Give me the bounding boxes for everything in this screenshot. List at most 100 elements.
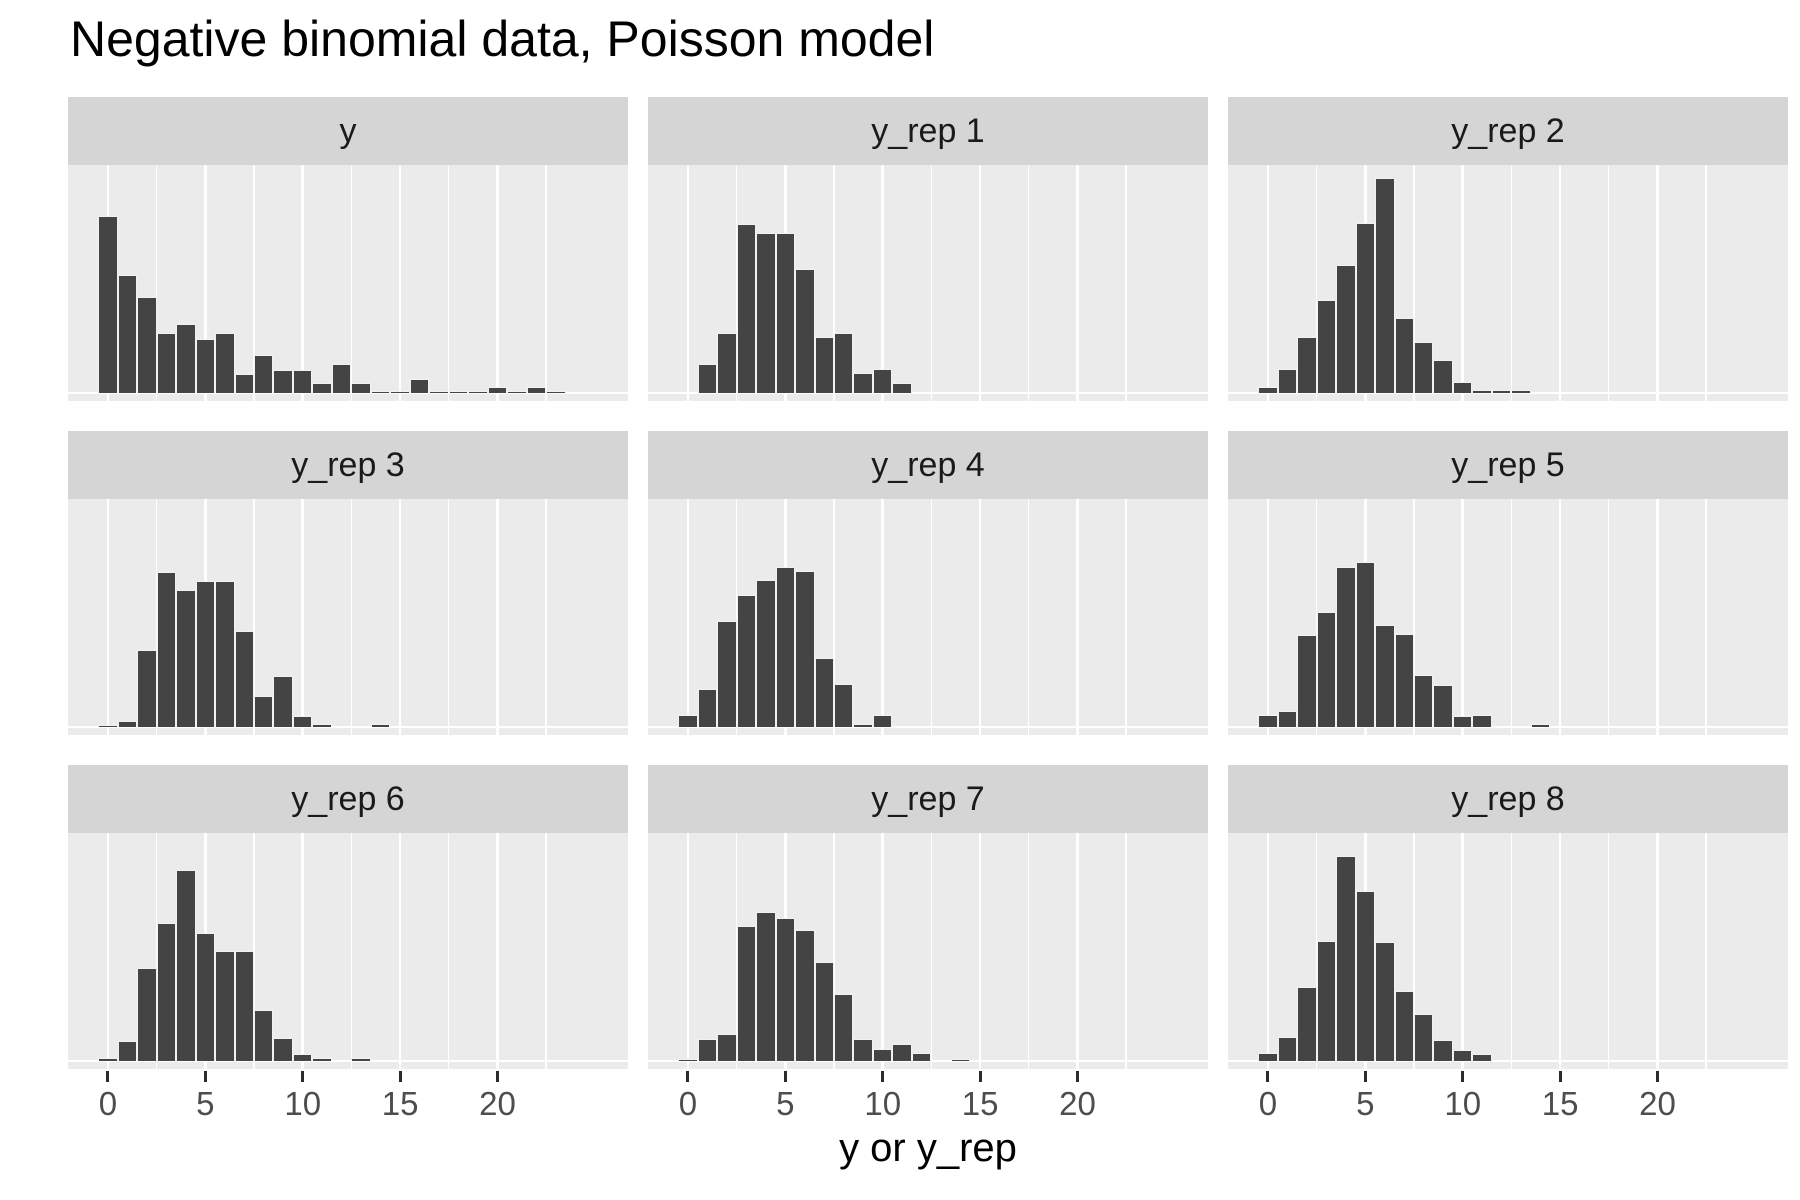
histogram-bar: [215, 333, 235, 393]
histogram-bar: [1433, 1040, 1453, 1061]
facet-strip: y_rep 1: [648, 97, 1208, 165]
histogram-bar: [429, 391, 449, 393]
histogram-bar: [1394, 634, 1414, 727]
gridline-minor: [1413, 833, 1415, 1069]
histogram-bar: [834, 684, 854, 727]
gridline-minor: [833, 165, 835, 401]
facet-panel: [648, 499, 1208, 735]
histogram-bar: [1297, 987, 1317, 1061]
histogram-bar: [717, 1034, 737, 1061]
facet-strip-label: y_rep 2: [1451, 111, 1565, 150]
baseline-gridline: [648, 725, 1208, 728]
gridline-minor: [1608, 833, 1610, 1069]
gridline-minor: [350, 833, 353, 1069]
histogram-bar: [117, 721, 138, 727]
histogram-bar: [215, 581, 235, 727]
gridline-minor: [930, 165, 933, 401]
facet-strip: y_rep 4: [648, 431, 1208, 499]
gridline-minor: [545, 499, 547, 735]
histogram-bar: [736, 595, 757, 727]
histogram-bar: [176, 590, 196, 727]
gridline-major: [686, 833, 690, 1069]
histogram-bar: [292, 716, 313, 727]
gridline-minor: [1125, 499, 1127, 735]
gridline-major: [978, 499, 982, 735]
facet-y_rep-4: y_rep 4: [648, 431, 1208, 735]
facet-y_rep-1: y_rep 1: [648, 97, 1208, 401]
gridline-major: [496, 833, 499, 1069]
histogram-bar: [756, 912, 776, 1061]
histogram-bar: [370, 391, 391, 393]
histogram-bar: [1414, 675, 1434, 727]
gridline-major: [978, 833, 982, 1069]
axis-tick-mark: [1558, 1071, 1562, 1082]
histogram-bar: [409, 379, 430, 393]
histogram-bar: [195, 581, 216, 727]
histogram-bar: [795, 269, 815, 393]
gridline-major: [1461, 833, 1464, 1069]
histogram-bar: [292, 370, 313, 393]
histogram-bar: [1452, 1050, 1473, 1061]
gridline-major: [398, 833, 402, 1069]
axis-tick-label: 20: [479, 1085, 516, 1122]
facet-y: y: [68, 97, 628, 401]
facet-strip: y_rep 5: [1228, 431, 1788, 499]
gridline-major: [1558, 833, 1562, 1069]
facet-y_rep-6: y_rep 6: [68, 765, 628, 1069]
histogram-bar: [1472, 715, 1492, 727]
histogram-bar: [814, 658, 834, 727]
gridline-minor: [350, 499, 353, 735]
gridline-major: [204, 165, 207, 401]
axis-tick-mark: [783, 1071, 787, 1082]
gridline-major: [301, 165, 304, 401]
histogram-bar: [1433, 685, 1453, 727]
gridline-major: [881, 165, 884, 401]
histogram-bar: [234, 631, 254, 727]
gridline-minor: [155, 165, 158, 401]
baseline-gridline: [648, 391, 1208, 394]
histogram-bar: [273, 370, 293, 393]
facet-strip-label: y: [339, 111, 357, 150]
histogram-bar: [1394, 318, 1414, 393]
histogram-bar: [254, 696, 274, 727]
gridline-major: [106, 833, 110, 1069]
histogram-bar: [351, 383, 371, 393]
gridline-minor: [1028, 499, 1030, 735]
histogram-bar: [872, 715, 893, 727]
axis-tick-mark: [495, 1071, 499, 1082]
histogram-bar: [736, 224, 757, 393]
histogram-bar: [448, 391, 469, 393]
gridline-major: [1656, 499, 1659, 735]
histogram-bar: [1414, 1014, 1434, 1061]
histogram-bar: [370, 724, 391, 727]
histogram-bar: [1258, 715, 1278, 727]
histogram-bar: [1511, 390, 1531, 393]
histogram-bar: [156, 923, 177, 1061]
histogram-bar: [254, 355, 274, 393]
facet-panel: [1228, 499, 1788, 735]
histogram-bar: [1277, 1037, 1298, 1061]
histogram-bar: [254, 1010, 274, 1061]
facet-panel: [68, 833, 628, 1069]
gridline-major: [496, 499, 499, 735]
histogram-bar: [717, 333, 737, 393]
baseline-gridline: [1228, 725, 1788, 728]
histogram-bar: [1316, 612, 1337, 727]
histogram-bar: [331, 364, 352, 393]
histogram-bar: [215, 951, 235, 1061]
histogram-bar: [775, 918, 796, 1061]
facet-panel: [648, 165, 1208, 401]
facet-strip: y_rep 7: [648, 765, 1208, 833]
gridline-minor: [448, 165, 450, 401]
histogram-bar: [795, 571, 815, 727]
axis-tick-label: 20: [1059, 1085, 1096, 1122]
axis-tick-label: 10: [864, 1085, 902, 1122]
gridline-minor: [930, 833, 933, 1069]
axis-tick-label: 15: [961, 1085, 999, 1122]
gridline-minor: [155, 499, 158, 735]
histogram-bar: [697, 1039, 718, 1061]
histogram-bar: [1433, 360, 1453, 393]
histogram-bar: [507, 391, 527, 393]
gridline-minor: [1413, 499, 1415, 735]
gridline-minor: [1510, 165, 1513, 401]
